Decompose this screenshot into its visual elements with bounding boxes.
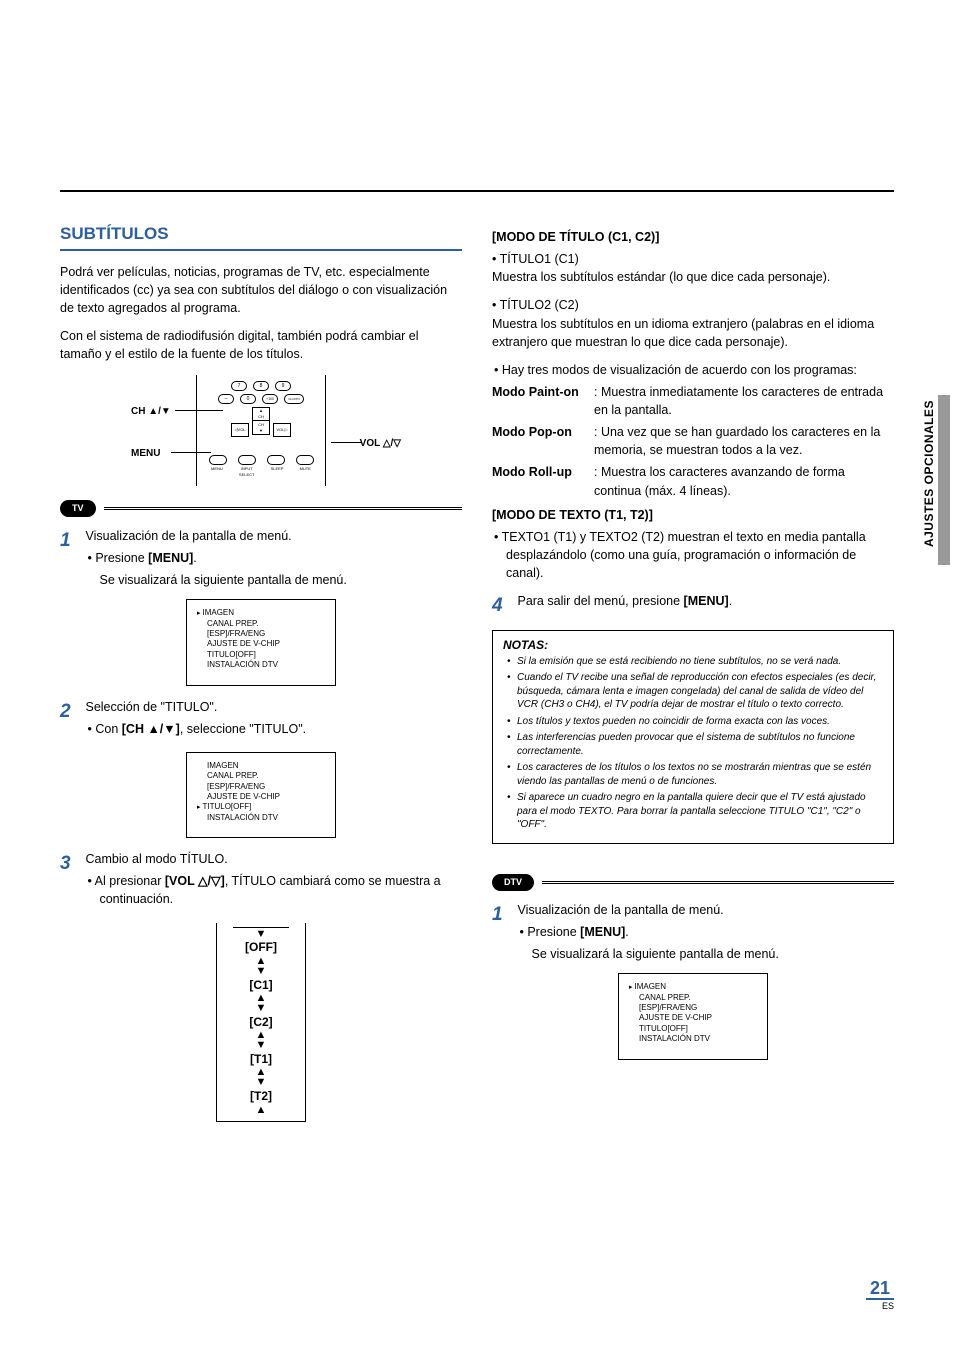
menu-screen-1: IMAGEN CANAL PREP. [ESP]/FRA/ENG AJUSTE …	[186, 599, 336, 685]
step-1: 1 Visualización de la pantalla de menú. …	[60, 527, 462, 589]
step-number: 3	[60, 850, 76, 878]
section-title: SUBTÍTULOS	[60, 222, 462, 251]
nota-item: Los títulos y textos pueden no coincidir…	[511, 715, 883, 729]
modo-titulo-head: [MODO DE TÍTULO (C1, C2)]	[492, 228, 894, 246]
nota-item: Si la emisión que se está recibiendo no …	[511, 655, 883, 669]
menu-screen-2: IMAGEN CANAL PREP. [ESP]/FRA/ENG AJUSTE …	[186, 752, 336, 838]
step-2: 2 Selección de "TITULO". Con [CH ▲/▼], s…	[60, 698, 462, 742]
dtv-badge: DTV	[492, 874, 534, 891]
c2-label: • TÍTULO2 (C2)	[492, 296, 894, 314]
step-number: 4	[492, 592, 508, 620]
lead-line	[175, 410, 223, 411]
intro-paragraph-2: Con el sistema de radiodifusión digital,…	[60, 327, 462, 363]
mode-paint: Modo Paint-on : Muestra inmediatamente l…	[492, 383, 894, 419]
page-number: 21 ES	[866, 1278, 894, 1311]
step-title: Visualización de la pantalla de menú.	[85, 529, 291, 543]
nota-item: Los caracteres de los títulos o los text…	[511, 761, 883, 788]
dtv-badge-row: DTV	[492, 874, 894, 891]
tv-badge-row: TV	[60, 500, 462, 517]
step-number: 1	[492, 901, 508, 929]
top-rule	[60, 190, 894, 192]
badge-line	[104, 507, 462, 510]
vol-label: VOL △/▽	[360, 437, 401, 452]
nota-item: Si aparece un cuadro negro en la pantall…	[511, 791, 883, 832]
c2-text: Muestra los subtítulos en un idioma extr…	[492, 315, 894, 351]
right-column: [MODO DE TÍTULO (C1, C2)] • TÍTULO1 (C1)…	[492, 222, 894, 1130]
texto-text: TEXTO1 (T1) y TEXTO2 (T2) muestran el te…	[492, 528, 894, 582]
mode-pop: Modo Pop-on : Una vez que se han guardad…	[492, 423, 894, 459]
lead-line	[171, 452, 211, 453]
intro-paragraph-1: Podrá ver películas, noticias, programas…	[60, 263, 462, 317]
tres-modos: Hay tres modos de visualización de acuer…	[492, 361, 894, 379]
menu-label: MENU	[131, 447, 160, 462]
c1-label: • TÍTULO1 (C1)	[492, 250, 894, 268]
ch-label: CH ▲/▼	[131, 405, 171, 420]
menu-screen-dtv: IMAGEN CANAL PREP. [ESP]/FRA/ENG AJUSTE …	[618, 973, 768, 1059]
remote-diagram: CH ▲/▼ MENU VOL △/▽ 789 –0+100CH RTN ▲CH…	[131, 375, 391, 486]
remote-box: 789 –0+100CH RTN ▲CHCH▼ ◁VOLVOL▷ MENUINP…	[196, 375, 326, 486]
side-index-bar	[938, 395, 950, 565]
step-title: Cambio al modo TÍTULO.	[85, 852, 227, 866]
left-column: SUBTÍTULOS Podrá ver películas, noticias…	[60, 222, 462, 1130]
lead-line	[331, 442, 361, 443]
dtv-step-1: 1 Visualización de la pantalla de menú. …	[492, 901, 894, 963]
notas-box: NOTAS: Si la emisión que se está recibie…	[492, 630, 894, 844]
content-columns: SUBTÍTULOS Podrá ver películas, noticias…	[60, 222, 894, 1130]
mode-roll: Modo Roll-up : Muestra los caracteres av…	[492, 463, 894, 499]
nota-item: Cuando el TV recibe una señal de reprodu…	[511, 671, 883, 712]
notas-title: NOTAS:	[503, 637, 883, 653]
nota-item: Las interferencias pueden provocar que e…	[511, 731, 883, 758]
cycle-diagram: ▼ [OFF] ▲▼ [C1] ▲▼ [C2] ▲▼ [T1] ▲▼ [T2] …	[216, 923, 306, 1123]
step-number: 2	[60, 698, 76, 726]
step-title: Selección de "TITULO".	[85, 700, 217, 714]
c1-text: Muestra los subtítulos estándar (lo que …	[492, 268, 894, 286]
tv-badge: TV	[60, 500, 96, 517]
step-3: 3 Cambio al modo TÍTULO. Al presionar [V…	[60, 850, 462, 912]
badge-line	[542, 881, 894, 884]
step-4: 4 Para salir del menú, presione [MENU].	[492, 592, 894, 620]
side-tab-label: AJUSTES OPCIONALES	[922, 400, 936, 547]
step-title: Visualización de la pantalla de menú.	[517, 903, 723, 917]
modo-texto-head: [MODO DE TEXTO (T1, T2)]	[492, 506, 894, 524]
step-number: 1	[60, 527, 76, 555]
